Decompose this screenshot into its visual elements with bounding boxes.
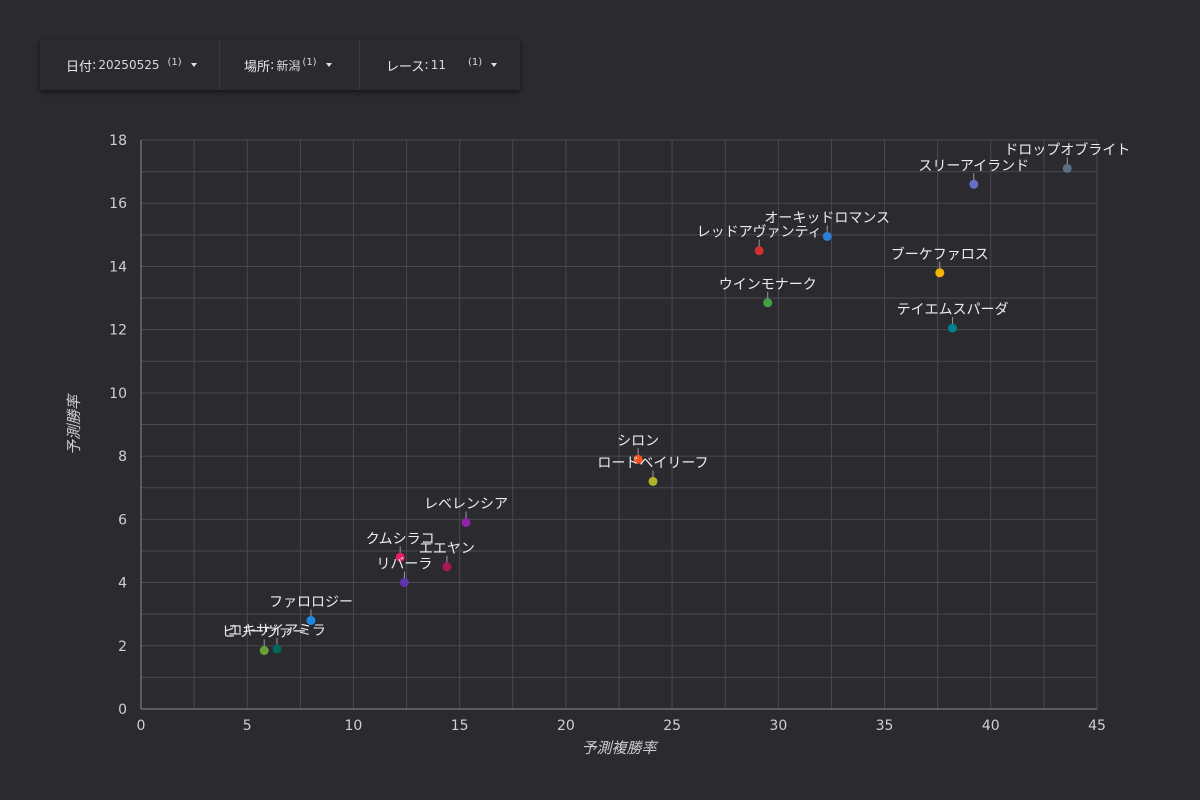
y-tick-label: 18 xyxy=(109,133,127,149)
x-tick-label: 35 xyxy=(876,718,894,734)
data-point xyxy=(259,646,269,656)
venue-filter-value: 新潟 xyxy=(276,58,301,73)
x-tick-label: 15 xyxy=(451,718,469,734)
chevron-down-icon xyxy=(325,63,332,67)
data-point xyxy=(754,246,764,256)
venue-filter[interactable]: 場所: 新潟 (1) xyxy=(220,40,360,90)
data-point-label: ビリーヴァー xyxy=(222,624,306,641)
y-tick-label: 2 xyxy=(118,639,127,655)
chevron-down-icon xyxy=(491,63,498,67)
y-tick-label: 0 xyxy=(118,702,127,718)
race-filter-value: 11 xyxy=(430,58,447,72)
data-point xyxy=(763,298,773,308)
y-tick-label: 4 xyxy=(118,576,127,592)
race-filter-label: レース xyxy=(386,59,425,75)
y-tick-label: 10 xyxy=(109,386,127,402)
date-filter-value: 20250525 xyxy=(98,58,160,72)
x-axis-title: 予測複勝率 xyxy=(581,739,658,757)
venue-filter-count: (1) xyxy=(302,56,317,68)
date-filter-label: 日付 xyxy=(66,59,93,75)
data-point-label: オーキッドロマンス xyxy=(764,210,890,226)
data-point xyxy=(306,615,316,625)
data-point-label: シロン xyxy=(617,433,659,449)
race-filter-count: (1) xyxy=(468,56,483,68)
race-filter[interactable]: レース: 11 (1) xyxy=(360,40,520,90)
y-tick-label: 12 xyxy=(109,323,127,339)
data-point xyxy=(935,268,945,278)
data-point-label: テイエムスパーダ xyxy=(897,302,1009,318)
data-point xyxy=(969,179,979,189)
date-filter-count: (1) xyxy=(167,56,182,68)
data-point xyxy=(948,323,958,333)
data-point xyxy=(461,517,471,527)
data-point xyxy=(648,476,658,486)
chevron-down-icon xyxy=(190,63,197,67)
x-tick-label: 5 xyxy=(243,718,252,734)
data-point-label: エキサイアミラ xyxy=(228,623,326,639)
data-point-label: ファロロジー xyxy=(269,594,353,610)
data-point-label: クムシラコ xyxy=(366,531,435,547)
data-point xyxy=(399,578,409,588)
data-point-label: リバーラ xyxy=(376,557,432,573)
x-tick-label: 0 xyxy=(137,718,146,734)
x-tick-label: 10 xyxy=(345,718,363,734)
data-point xyxy=(442,562,452,572)
data-point-label: エエヤン xyxy=(419,541,475,557)
venue-filter-label: 場所 xyxy=(244,59,271,75)
data-point xyxy=(272,644,282,654)
chart-grid xyxy=(140,139,1098,710)
data-point xyxy=(1062,163,1072,173)
date-filter[interactable]: 日付: 20250525 (1) xyxy=(40,40,220,90)
data-point-label: スリーアイランド xyxy=(918,158,1029,174)
chart-ticks: 0 5 10 15 20 25 30 35 40 45 0 2 4 6 8 10 12 14 16 18 xyxy=(109,133,1106,734)
x-tick-label: 20 xyxy=(557,718,575,734)
y-tick-label: 16 xyxy=(109,196,127,212)
filter-bar: 日付: 20250525 (1) 場所: 新潟 (1) レース: 11 (1) xyxy=(40,40,520,90)
chart-points: ドロップオブライトスリーアイランドオーキッドロマンスレッドアヴァンティブーケファ… xyxy=(222,141,1130,656)
x-tick-label: 25 xyxy=(663,718,681,734)
x-tick-label: 30 xyxy=(769,718,787,734)
y-tick-label: 6 xyxy=(118,512,127,528)
y-tick-label: 14 xyxy=(109,259,127,275)
data-point xyxy=(395,552,405,562)
y-axis-title: 予測勝率 xyxy=(65,393,83,455)
data-point xyxy=(633,454,643,464)
y-tick-label: 8 xyxy=(118,449,127,465)
x-tick-label: 45 xyxy=(1088,718,1106,734)
data-point-label: レッドアヴァンティ xyxy=(697,224,822,241)
data-point-label: レベレンシア xyxy=(424,496,508,512)
data-point xyxy=(822,231,832,241)
x-tick-label: 40 xyxy=(982,718,1000,734)
data-point-label: ロードベイリーフ xyxy=(597,455,708,471)
data-point-label: ドロップオブライト xyxy=(1004,141,1130,158)
data-point-label: ウインモナーク xyxy=(719,277,817,293)
data-point-label: ブーケファロス xyxy=(891,246,989,263)
